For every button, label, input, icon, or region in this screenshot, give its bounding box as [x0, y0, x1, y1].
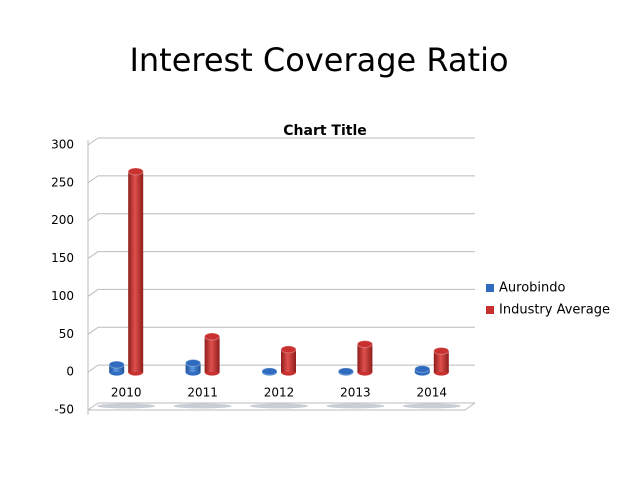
y-tick-label: -50	[54, 403, 74, 417]
x-tick-label: 2013	[340, 386, 371, 400]
bar	[281, 349, 296, 373]
grid-line	[87, 364, 99, 373]
bar-top	[356, 340, 373, 349]
bar-top	[261, 367, 278, 376]
legend-swatch	[486, 284, 494, 292]
grid-line	[87, 213, 99, 222]
grid-line	[87, 175, 99, 184]
y-tick-label: 200	[51, 213, 74, 227]
floor-shadow	[249, 403, 309, 409]
bar-top	[337, 367, 354, 376]
y-tick-label: 300	[51, 138, 74, 152]
legend-swatch	[486, 306, 494, 314]
bar-top	[185, 359, 202, 368]
grid-line	[87, 137, 99, 146]
floor-shadow	[326, 403, 385, 409]
bar	[357, 344, 373, 373]
x-tick-label: 2012	[264, 386, 295, 400]
bar-top	[433, 346, 450, 355]
bar-top	[280, 345, 297, 354]
bar-top	[204, 332, 221, 341]
legend-label: Aurobindo	[499, 281, 566, 296]
bar-top	[108, 360, 125, 369]
grid-line	[87, 402, 99, 411]
grid-line	[87, 289, 99, 297]
y-tick-label: 0	[66, 365, 74, 379]
bar	[185, 363, 201, 373]
bar-top	[127, 167, 144, 176]
y-tick-label: 250	[51, 175, 74, 189]
x-tick-label: 2014	[417, 386, 448, 400]
slide-title: Interest Coverage Ratio	[129, 41, 508, 79]
legend-label: Industry Average	[499, 303, 610, 318]
bar	[204, 336, 220, 373]
x-tick-label: 2010	[111, 386, 142, 400]
x-tick-label: 2011	[187, 386, 218, 400]
bar	[433, 350, 449, 373]
floor-shadow	[402, 403, 461, 409]
floor-shadow	[97, 403, 156, 409]
bar-top	[414, 365, 431, 374]
bar	[128, 171, 144, 373]
y-tick-label: 150	[51, 251, 74, 265]
grid-line	[87, 251, 99, 259]
y-tick-label: 50	[59, 327, 74, 341]
y-tick-label: 100	[51, 289, 74, 303]
bar	[109, 364, 125, 373]
grid-line	[87, 326, 99, 335]
floor-shadow	[173, 403, 232, 409]
floor-edge	[464, 402, 476, 411]
chart-title: Chart Title	[283, 123, 367, 139]
